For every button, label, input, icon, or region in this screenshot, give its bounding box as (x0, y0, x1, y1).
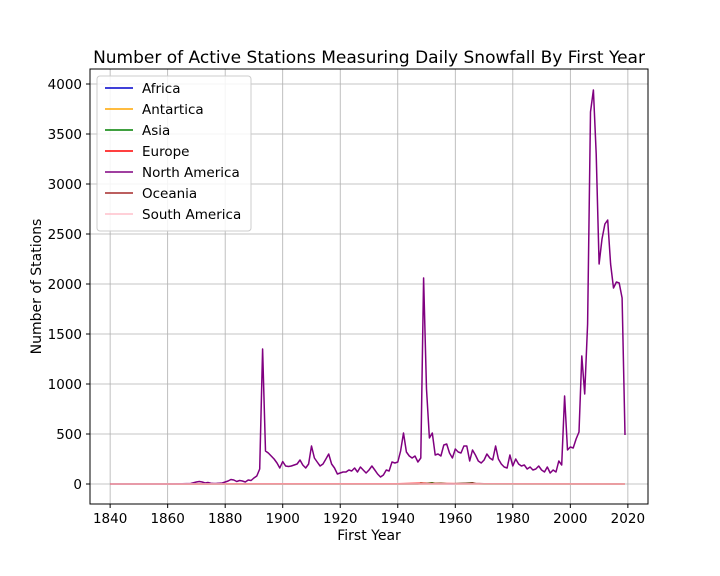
y-tick-label: 500 (56, 427, 82, 443)
series-line-north-america (110, 89, 626, 485)
x-axis-label: First Year (337, 528, 401, 544)
legend-box (96, 75, 252, 232)
legend-label-asia: Asia (142, 123, 170, 139)
x-tick-label: 1960 (438, 511, 472, 527)
x-tick-label: 1920 (323, 511, 357, 527)
x-tick-label: 2020 (611, 511, 645, 527)
y-axis-label: Number of Stations (29, 219, 45, 355)
y-tick-label: 3000 (48, 177, 82, 193)
plot-frame (89, 68, 649, 505)
x-tick-label: 1880 (208, 511, 242, 527)
legend-label-south-america: South America (142, 207, 241, 223)
y-tick-label: 0 (73, 477, 82, 493)
x-tick-label: 1900 (266, 511, 300, 527)
legend-label-africa: Africa (142, 81, 181, 97)
x-tick-label: 1940 (381, 511, 415, 527)
legend-label-antartica: Antartica (142, 102, 204, 118)
x-tick-label: 1980 (496, 511, 530, 527)
legend-label-oceania: Oceania (142, 186, 197, 202)
y-tick-label: 2000 (48, 277, 82, 293)
grid (90, 69, 648, 504)
legend: Africa Antartica Asia Europe North America Oc… (96, 75, 252, 232)
x-tick-label: 1860 (150, 511, 184, 527)
legend-label-europe: Europe (142, 144, 189, 160)
y-axis-ticks: 0 500 1000 1500 2000 2500 3000 3500 4000 (48, 77, 90, 493)
y-tick-label: 4000 (48, 77, 82, 93)
y-tick-label: 1000 (48, 377, 82, 393)
chart-title: Number of Active Stations Measuring Dail… (93, 48, 645, 68)
y-tick-label: 3500 (48, 127, 82, 143)
y-tick-label: 2500 (48, 227, 82, 243)
x-axis-ticks: 1840 1860 1880 1900 1920 1940 1960 1980 2000 2020 (93, 504, 645, 527)
x-tick-label: 1840 (93, 511, 127, 527)
y-tick-label: 1500 (48, 327, 82, 343)
x-tick-label: 2000 (553, 511, 587, 527)
legend-label-north-america: North America (142, 165, 240, 181)
series-lines (110, 89, 626, 485)
